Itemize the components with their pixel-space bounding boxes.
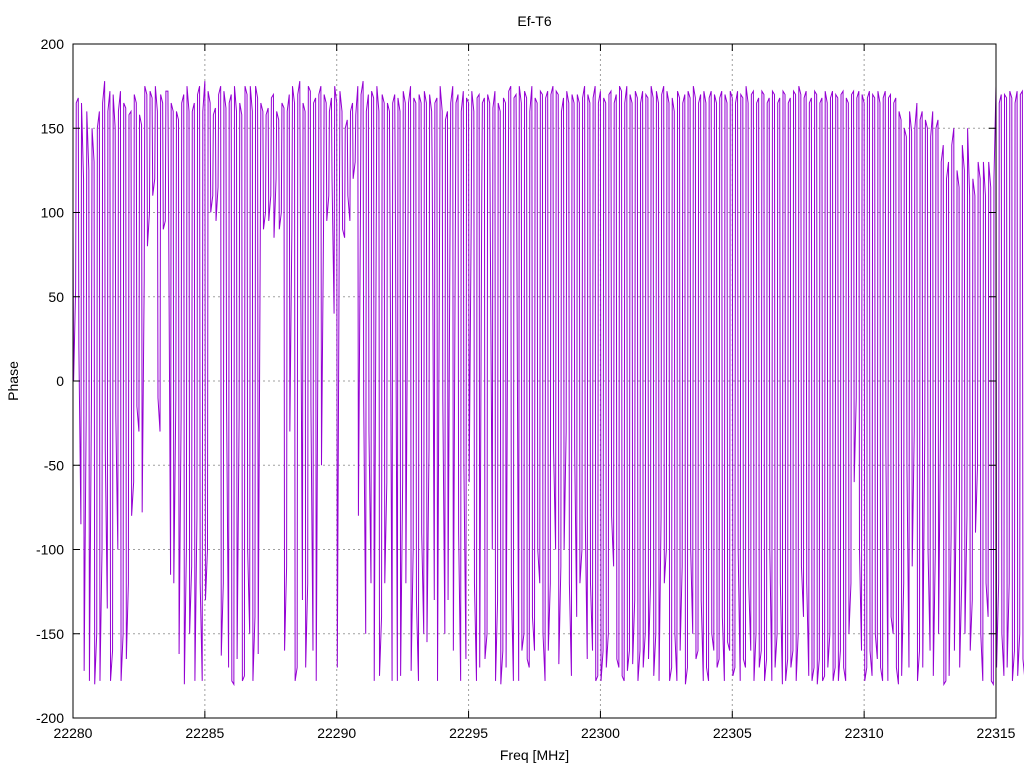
x-tick-label: 22280: [54, 725, 93, 741]
x-tick-label: 22285: [185, 725, 224, 741]
y-tick-label: -100: [36, 542, 64, 558]
axis-ticks: 22280 22285 22290 22295 22300 22305 22310 22315…: [36, 36, 1016, 741]
x-tick-label: 22305: [713, 725, 752, 741]
y-tick-label: -50: [44, 457, 64, 473]
y-tick-label: 200: [41, 36, 65, 52]
x-tick-label: 22310: [845, 725, 884, 741]
y-tick-label: 150: [41, 120, 65, 136]
x-axis-label: Freq [MHz]: [500, 747, 569, 763]
phase-series-line: [72, 80, 1024, 687]
y-axis-label: Phase: [5, 361, 21, 401]
y-tick-label: 0: [56, 373, 64, 389]
y-tick-label: -200: [36, 710, 64, 726]
x-tick-label: 22295: [449, 725, 488, 741]
x-tick-label: 22290: [317, 725, 356, 741]
chart-title: Ef-T6: [517, 13, 551, 29]
y-tick-label: -150: [36, 626, 64, 642]
x-tick-label: 22315: [977, 725, 1016, 741]
x-tick-label: 22300: [581, 725, 620, 741]
series-line: [72, 80, 1024, 687]
y-tick-label: 100: [41, 205, 65, 221]
y-tick-label: 50: [48, 289, 64, 305]
